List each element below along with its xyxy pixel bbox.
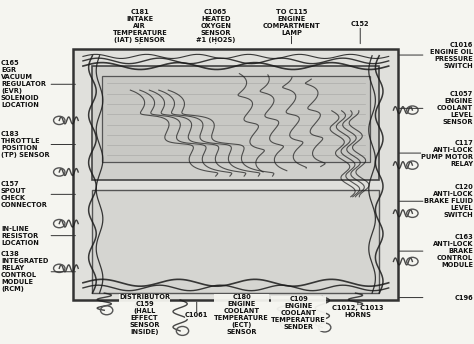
Text: C117
ANTI-LOCK
PUMP MOTOR
RELAY: C117 ANTI-LOCK PUMP MOTOR RELAY bbox=[421, 140, 473, 166]
Text: C181
INTAKE
AIR
TEMPERATURE
(IAT) SENSOR: C181 INTAKE AIR TEMPERATURE (IAT) SENSOR bbox=[112, 9, 167, 43]
Text: C183
THROTTLE
POSITION
(TP) SENSOR: C183 THROTTLE POSITION (TP) SENSOR bbox=[1, 131, 50, 158]
Bar bbox=[102, 76, 370, 162]
Text: C109
ENGINE
COOLANT
TEMPERATURE
SENDER: C109 ENGINE COOLANT TEMPERATURE SENDER bbox=[271, 296, 326, 330]
Bar bbox=[92, 190, 379, 293]
Text: C138
INTEGRATED
RELAY
CONTROL
MODULE
(RCM): C138 INTEGRATED RELAY CONTROL MODULE (RC… bbox=[1, 251, 48, 292]
Text: TO C115
ENGINE
COMPARTMENT
LAMP: TO C115 ENGINE COMPARTMENT LAMP bbox=[263, 9, 320, 35]
Text: C165
EGR
VACUUM
REGULATOR
(EVR)
SOLENOID
LOCATION: C165 EGR VACUUM REGULATOR (EVR) SOLENOID… bbox=[1, 60, 46, 108]
Bar bbox=[92, 66, 379, 180]
Text: C1016
ENGINE OIL
PRESSURE
SWITCH: C1016 ENGINE OIL PRESSURE SWITCH bbox=[430, 42, 473, 68]
Text: C1057
ENGINE
COOLANT
LEVEL
SENSOR: C1057 ENGINE COOLANT LEVEL SENSOR bbox=[437, 92, 473, 125]
Text: C196: C196 bbox=[454, 294, 473, 301]
Text: C1012, C1013
HORNS: C1012, C1013 HORNS bbox=[332, 305, 383, 318]
Text: C152: C152 bbox=[351, 21, 370, 27]
Text: C163
ANTI-LOCK
BRAKE
CONTROL
MODULE: C163 ANTI-LOCK BRAKE CONTROL MODULE bbox=[433, 234, 473, 268]
Text: DISTRIBUTOR
C159
(HALL
EFFECT
SENSOR
INSIDE): DISTRIBUTOR C159 (HALL EFFECT SENSOR INS… bbox=[119, 294, 170, 335]
Text: C1065
HEATED
OXYGEN
SENSOR
#1 (HO2S): C1065 HEATED OXYGEN SENSOR #1 (HO2S) bbox=[196, 9, 236, 43]
Text: IN-LINE
RESISTOR
LOCATION: IN-LINE RESISTOR LOCATION bbox=[1, 226, 39, 246]
Bar bbox=[73, 49, 398, 300]
Text: C180
ENGINE
COOLANT
TEMPERATURE
(ECT)
SENSOR: C180 ENGINE COOLANT TEMPERATURE (ECT) SE… bbox=[214, 294, 269, 335]
Text: C157
SPOUT
CHECK
CONNECTOR: C157 SPOUT CHECK CONNECTOR bbox=[1, 181, 48, 208]
Text: C120
ANTI-LOCK
BRAKE FLUID
LEVEL
SWITCH: C120 ANTI-LOCK BRAKE FLUID LEVEL SWITCH bbox=[424, 184, 473, 218]
Text: C1061: C1061 bbox=[185, 312, 209, 318]
